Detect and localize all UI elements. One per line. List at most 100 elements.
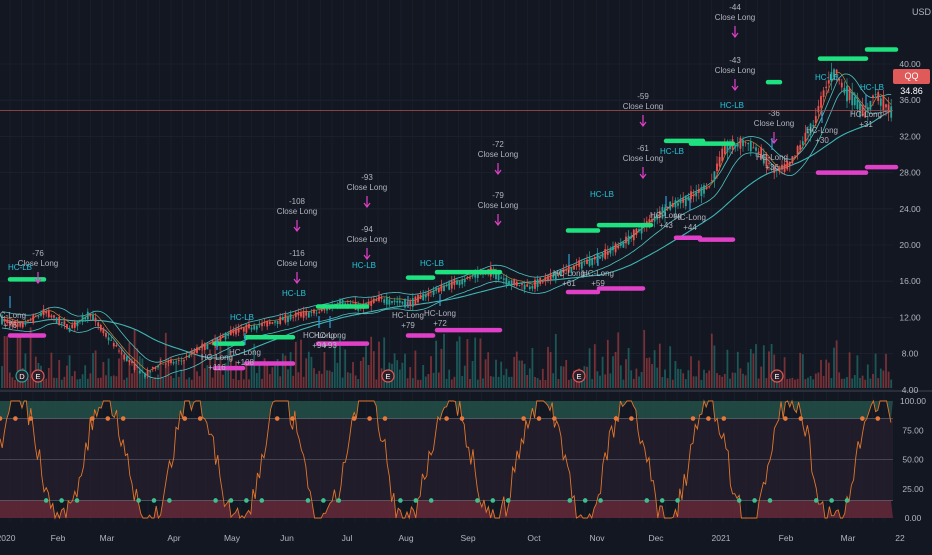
candle-body: [716, 163, 718, 172]
volume-bar: [367, 365, 370, 388]
candle-body: [879, 98, 882, 106]
volume-bar: [45, 378, 48, 388]
price-candles[interactable]: [1, 62, 893, 380]
hc-long-value: +30: [815, 136, 829, 145]
volume-bar: [661, 377, 664, 388]
candle-body: [734, 144, 737, 148]
candle-body: [76, 320, 79, 327]
event-badge[interactable]: E: [31, 369, 45, 383]
volume-bar: [599, 375, 601, 388]
candle-body: [383, 299, 386, 303]
hc-long-value: +72: [433, 319, 447, 328]
volume-bar: [861, 375, 864, 388]
osc-oversold-dot: [398, 498, 403, 503]
volume-bar: [848, 352, 851, 388]
volume-bar: [224, 362, 227, 388]
hc-lb-tag: HC-LB: [860, 83, 884, 92]
candle-body: [809, 123, 812, 135]
candle-body: [588, 257, 591, 266]
candle-body: [770, 168, 773, 170]
event-badge[interactable]: E: [381, 369, 395, 383]
price-axis-tick: 8.00: [902, 349, 919, 359]
osc-overbought-dot: [367, 416, 372, 421]
volume-bar: [435, 340, 438, 388]
volume-bar: [68, 355, 71, 388]
candle-body: [209, 343, 211, 344]
volume-bar: [625, 359, 627, 388]
candle-body: [417, 294, 419, 303]
candle-body: [422, 293, 425, 301]
volume-bar: [479, 338, 482, 388]
volume-bar: [721, 376, 724, 388]
osc-axis-tick: 0.00: [905, 513, 922, 523]
volume-bar: [60, 379, 63, 388]
candle-body: [521, 283, 523, 285]
candle-body: [175, 361, 178, 363]
volume-bar: [198, 376, 201, 388]
candle-body: [27, 319, 29, 322]
hc-long-label: HC-Long: [424, 309, 456, 318]
volume-bar: [443, 333, 445, 388]
candle-body: [414, 296, 417, 306]
candle-body: [419, 294, 422, 300]
candle-body: [287, 316, 289, 323]
candle-body: [609, 248, 612, 254]
candle-body: [248, 323, 250, 329]
volume-bar: [752, 353, 755, 388]
candle-body: [656, 214, 659, 220]
candle-body: [775, 170, 778, 171]
candle-body: [16, 321, 19, 327]
close-long-arrow-head: [639, 121, 647, 127]
candle-body: [367, 301, 370, 306]
hc-long-value: +108: [236, 358, 255, 367]
volume-bar: [612, 356, 614, 388]
event-badge[interactable]: E: [572, 369, 586, 383]
volume-bar: [232, 378, 235, 388]
candle-body: [401, 301, 404, 304]
hc-long-value: +79: [401, 321, 415, 330]
candle-body: [159, 363, 162, 364]
candle-body: [570, 267, 573, 273]
oscillator-pane[interactable]: [0, 399, 893, 520]
volume-bar: [718, 375, 721, 388]
event-badge[interactable]: E: [770, 369, 784, 383]
candle-body: [882, 95, 885, 111]
close-long-value: -72: [492, 140, 504, 149]
candle-body: [125, 356, 128, 362]
osc-oversold-dot: [813, 498, 819, 503]
osc-overbought-dot: [120, 416, 126, 421]
volume-bar: [42, 379, 45, 388]
volume-bar: [586, 366, 588, 388]
time-axis-tick: Feb: [779, 533, 794, 543]
price-axis-tick: 28.00: [899, 168, 921, 178]
event-badge[interactable]: D: [15, 369, 29, 383]
volume-bar: [887, 371, 890, 388]
volume-bar: [705, 373, 708, 388]
close-long-value: -44: [729, 3, 741, 12]
volume-bar: [84, 365, 87, 388]
volume-bar: [162, 377, 165, 388]
close-long-label: Close Long: [478, 201, 518, 210]
candle-body: [112, 342, 115, 347]
volume-bar: [313, 368, 315, 388]
volume-bar: [357, 379, 360, 388]
volume-bar: [601, 356, 604, 388]
osc-oversold-dot: [244, 498, 249, 503]
candle-body: [118, 350, 120, 352]
candle-body: [791, 156, 794, 164]
hc-long-value: +59: [591, 279, 605, 288]
candle-body: [8, 320, 11, 326]
candle-body: [115, 345, 118, 347]
candle-body: [835, 69, 838, 74]
volume-bar: [755, 344, 757, 388]
volume-bar: [674, 361, 677, 388]
volume-bar: [492, 376, 495, 388]
candle-body: [518, 284, 521, 286]
candle-body: [398, 300, 401, 303]
candle-body: [635, 228, 638, 235]
osc-oversold-dot: [151, 498, 157, 503]
volume-bar: [300, 339, 302, 388]
